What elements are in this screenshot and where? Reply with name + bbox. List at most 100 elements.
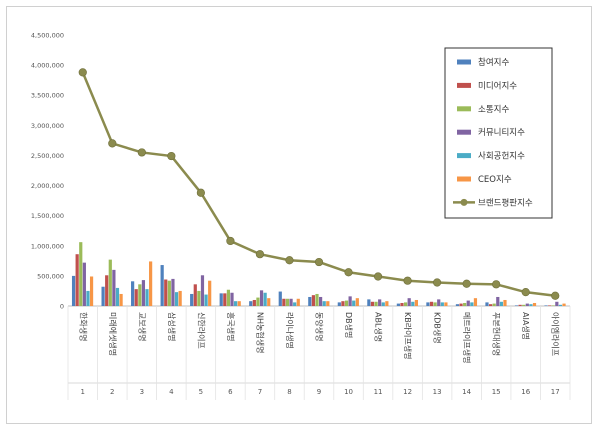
category-label: ABL생명	[374, 312, 384, 342]
bar-1	[426, 302, 430, 306]
bar-5	[529, 304, 533, 306]
rank-label: 11	[374, 388, 383, 396]
line-point	[344, 268, 353, 277]
bar-1	[485, 302, 489, 306]
rank-label: 14	[462, 388, 471, 396]
bar-4	[289, 298, 293, 306]
bar-2	[370, 301, 375, 306]
legend-swatch	[457, 106, 471, 112]
bar-6	[414, 299, 418, 306]
bar-6	[208, 280, 212, 306]
category-label: 미래에셋생명	[108, 312, 118, 356]
legend-label: 브랜드평판지수	[478, 197, 533, 208]
bar-6	[237, 301, 241, 306]
bar-2	[548, 305, 552, 306]
bar-3	[551, 305, 555, 306]
rank-label: 6	[228, 388, 233, 396]
legend-swatch	[457, 59, 471, 65]
bar-3	[108, 259, 112, 306]
bar-3	[226, 289, 231, 306]
bar-5	[234, 301, 238, 306]
bar-2	[75, 254, 79, 306]
bar-6	[89, 276, 94, 306]
rank-label: 12	[403, 388, 412, 396]
bar-6	[385, 301, 389, 306]
bar-4	[496, 296, 500, 306]
bar-3	[522, 304, 526, 306]
line-point	[403, 276, 412, 285]
bar-6	[503, 299, 507, 306]
bar-4	[378, 299, 382, 306]
bar-2	[134, 289, 138, 306]
bar-6	[326, 301, 330, 306]
bar-3	[197, 290, 201, 306]
bar-6	[119, 293, 123, 306]
bar-5	[145, 289, 149, 306]
bar-1	[160, 265, 164, 306]
bar-3	[374, 301, 378, 306]
bar-2	[282, 298, 286, 306]
bar-4	[437, 299, 441, 306]
bar-1	[101, 286, 105, 306]
line-point	[255, 250, 265, 259]
category-label: 신한라이프	[196, 312, 206, 349]
legend-label: 미디어지수	[478, 80, 517, 91]
bar-3	[256, 297, 260, 306]
bar-1	[131, 281, 135, 306]
bar-5	[558, 304, 563, 306]
category-label: 아이엠라이프	[551, 312, 561, 356]
line-point	[108, 139, 117, 148]
bar-4	[171, 278, 175, 306]
y-tick-label: 2,000,000	[31, 182, 64, 190]
bar-1	[455, 304, 460, 306]
bar-6	[296, 298, 300, 306]
bar-2	[164, 279, 168, 306]
rank-label: 2	[110, 388, 114, 396]
bar-1	[190, 293, 194, 306]
y-tick-label: 0	[60, 303, 64, 311]
bar-4	[525, 303, 529, 306]
bar-2	[429, 301, 434, 306]
bar-2	[518, 304, 522, 306]
category-label: 푸본현대생명	[492, 312, 502, 356]
bar-1	[544, 305, 548, 306]
bar-6	[532, 302, 537, 306]
bar-4	[200, 275, 205, 306]
bar-6	[355, 298, 359, 306]
category-label: 라이나생명	[285, 312, 295, 349]
legend-swatch	[457, 153, 471, 159]
legend-label: CEO지수	[478, 175, 512, 185]
rank-label: 10	[344, 388, 353, 396]
y-tick-label: 2,500,000	[31, 152, 64, 160]
line-point	[521, 288, 530, 297]
legend-label: 커뮤니티지수	[478, 127, 525, 138]
bar-4	[555, 301, 559, 306]
y-tick-label: 3,500,000	[31, 92, 64, 100]
legend-swatch	[457, 82, 471, 88]
category-label: 한화생명	[78, 312, 88, 341]
bar-2	[341, 301, 345, 306]
bar-2	[459, 303, 463, 306]
line-point	[78, 68, 87, 77]
bar-5	[440, 302, 444, 306]
category-label: KDB생명	[433, 312, 443, 344]
bar-1	[308, 296, 312, 306]
category-label: 교보생명	[137, 312, 147, 341]
bar-6	[444, 302, 448, 306]
bar-2	[400, 302, 404, 306]
bar-3	[138, 284, 142, 306]
line-point	[462, 279, 471, 288]
bar-6	[473, 298, 478, 306]
bar-3	[167, 280, 171, 306]
bar-5	[499, 301, 503, 306]
bar-4	[259, 290, 264, 306]
bar-3	[315, 293, 319, 306]
y-tick-label: 1,000,000	[31, 242, 64, 250]
bar-5	[115, 287, 120, 306]
rank-label: 4	[169, 388, 174, 396]
bar-6	[562, 303, 566, 306]
category-label: DB생명	[344, 312, 354, 338]
bar-1	[367, 299, 371, 306]
bar-5	[293, 302, 297, 306]
bar-2	[488, 304, 493, 306]
